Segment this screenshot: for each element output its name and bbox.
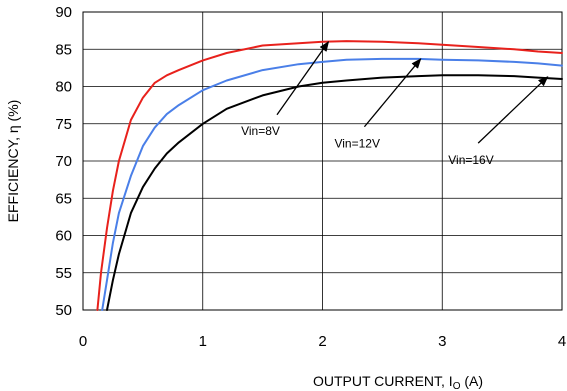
series-group bbox=[96, 40, 563, 311]
x-tick-label: 3 bbox=[438, 333, 446, 350]
y-axis-title: EFFICIENCY, η (%) bbox=[5, 100, 21, 223]
x-axis-title-main: OUTPUT CURRENT, I bbox=[313, 373, 453, 389]
y-tick-labels: 50 55 60 65 70 75 80 85 90 bbox=[55, 4, 72, 319]
series-line-2 bbox=[101, 57, 563, 311]
y-tick-label: 50 bbox=[55, 302, 72, 319]
plot-frame bbox=[82, 11, 563, 311]
y-tick-label: 65 bbox=[55, 190, 72, 207]
annotation-label-2: Vin=12V bbox=[334, 137, 380, 151]
series-line-3 bbox=[106, 74, 563, 311]
series-line-1 bbox=[96, 40, 563, 311]
annotation-arrow-2 bbox=[363, 58, 422, 128]
annotation-label-3: Vin=16V bbox=[448, 153, 494, 167]
y-tick-label: 80 bbox=[55, 79, 72, 96]
annotation-group: Vin=8V Vin=12V Vin=16V bbox=[241, 40, 549, 167]
x-tick-label: 1 bbox=[199, 333, 207, 350]
y-tick-label: 90 bbox=[55, 4, 72, 21]
y-tick-label: 75 bbox=[55, 116, 72, 133]
x-axis-title-unit: (A) bbox=[460, 373, 483, 389]
x-tick-label: 0 bbox=[79, 333, 87, 350]
y-tick-label: 60 bbox=[55, 228, 72, 245]
annotation-arrow-3 bbox=[477, 76, 549, 144]
x-axis-title-subscript: O bbox=[453, 381, 461, 391]
x-tick-label: 4 bbox=[558, 333, 566, 350]
annotation-arrow-1 bbox=[276, 40, 330, 116]
x-tick-labels: 0 1 2 3 4 bbox=[79, 333, 566, 350]
y-tick-label: 85 bbox=[55, 41, 72, 58]
y-tick-label: 55 bbox=[55, 265, 72, 282]
x-axis-title: OUTPUT CURRENT, IO (A) bbox=[313, 373, 483, 391]
y-tick-label: 70 bbox=[55, 153, 72, 170]
x-tick-label: 2 bbox=[318, 333, 326, 350]
annotation-label-1: Vin=8V bbox=[241, 124, 280, 138]
